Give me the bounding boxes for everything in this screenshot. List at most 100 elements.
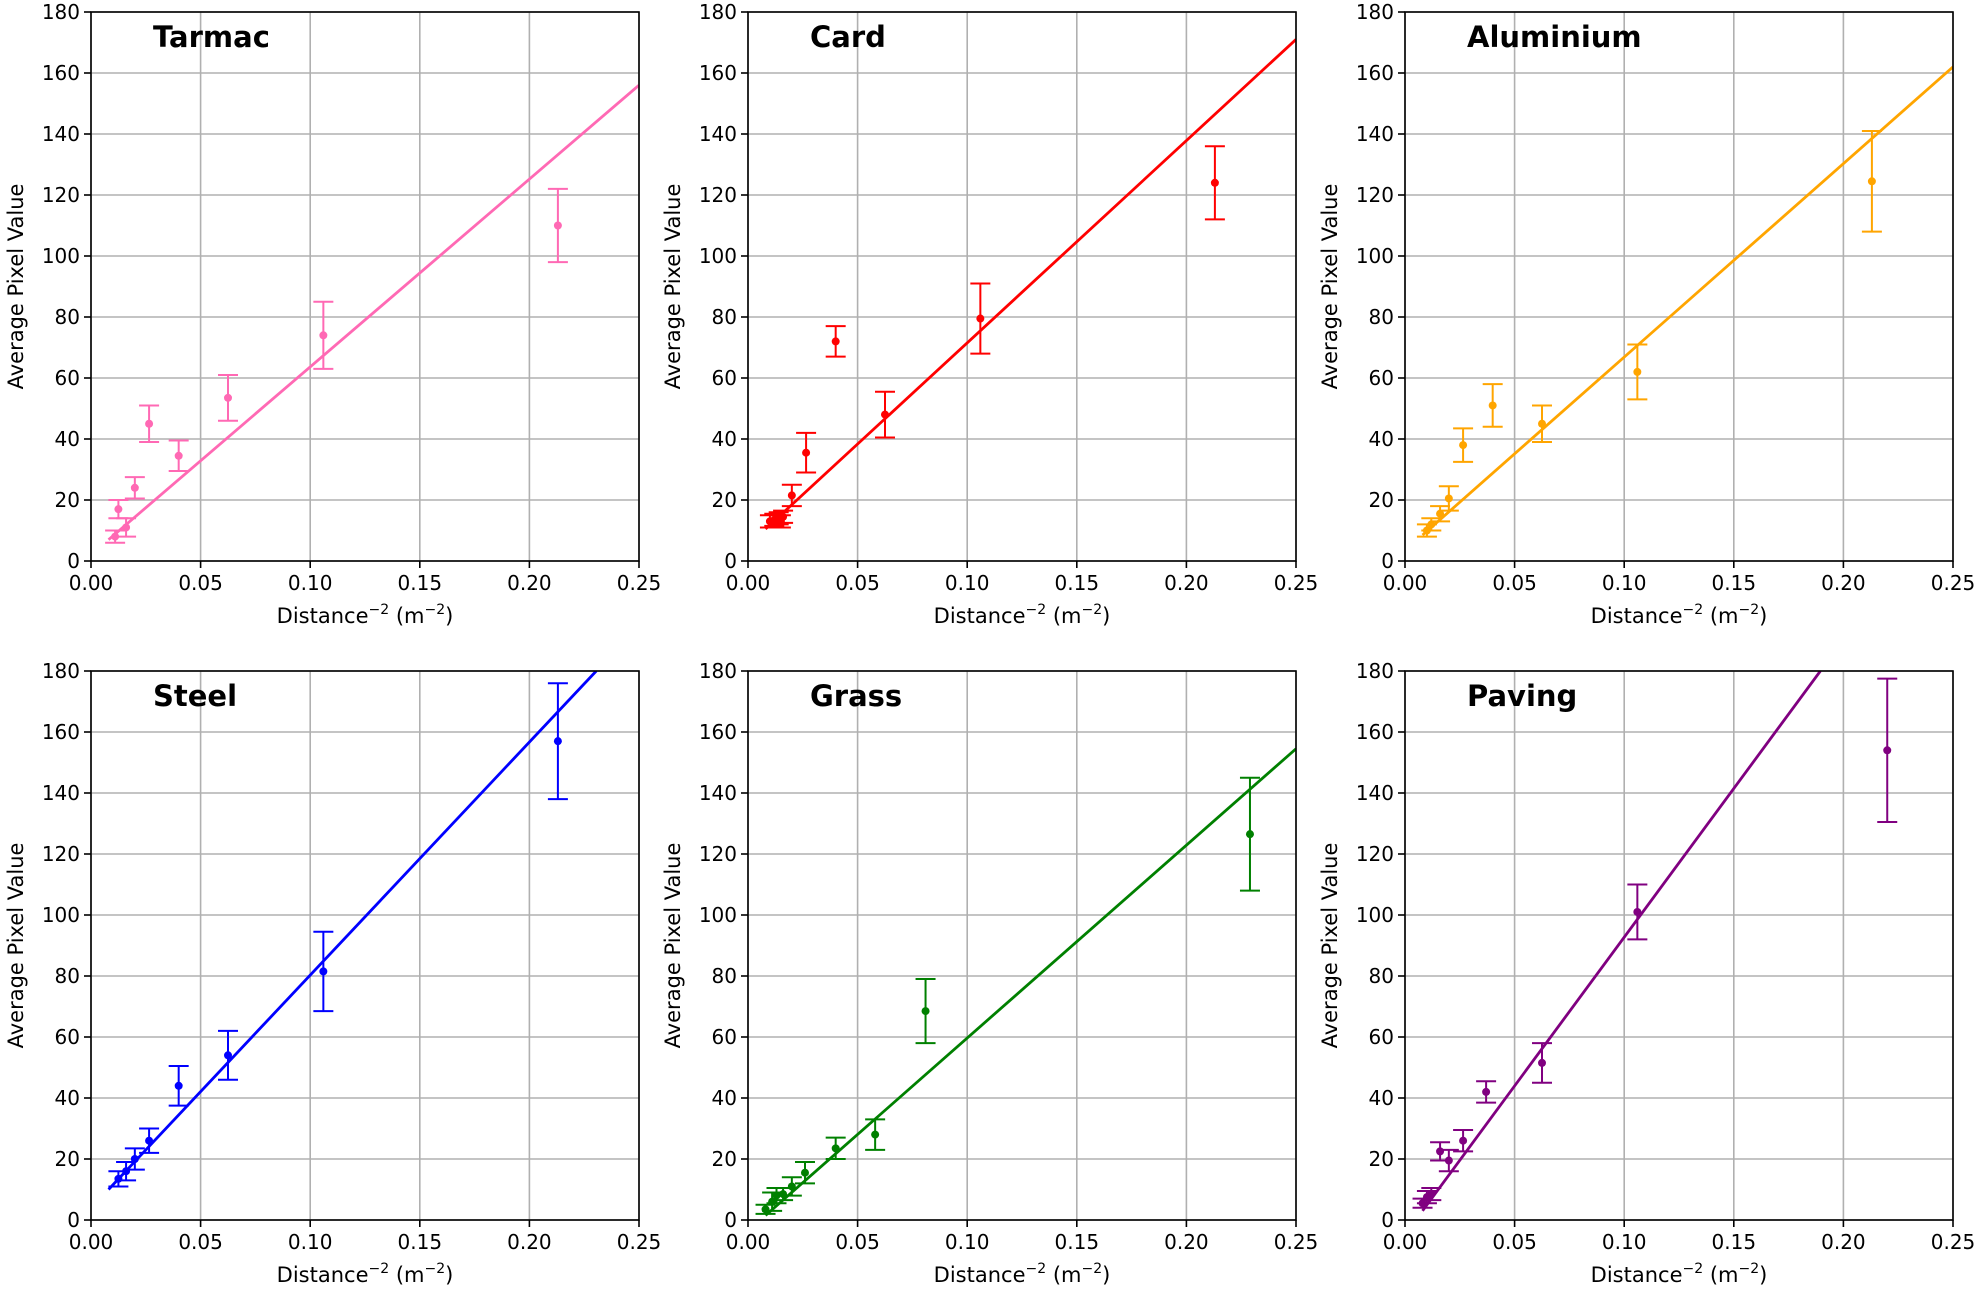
axes-frame xyxy=(90,11,640,562)
x-tick-label: 0.20 xyxy=(1821,571,1866,595)
x-tick-label: 0.10 xyxy=(1602,1230,1647,1254)
data-point xyxy=(1245,830,1254,839)
x-axis-label-text: (m xyxy=(1703,604,1738,628)
x-tick-label: 0.15 xyxy=(1712,571,1757,595)
x-tick-label: 0.25 xyxy=(1274,1230,1319,1254)
data-point xyxy=(1883,746,1892,755)
y-tick-label: 160 xyxy=(699,61,737,85)
y-tick-label: 60 xyxy=(1369,1025,1394,1049)
data-point xyxy=(1436,509,1445,518)
data-point xyxy=(114,1174,123,1183)
x-axis-label-text: ) xyxy=(1102,1263,1110,1287)
y-tick-label: 140 xyxy=(42,122,80,146)
x-axis-label-text: (m xyxy=(389,1263,424,1287)
y-tick-label: 0 xyxy=(724,549,737,573)
x-axis-label-superscript: −2 xyxy=(424,602,445,618)
x-tick-label: 0.15 xyxy=(1055,571,1100,595)
x-tick-label: 0.10 xyxy=(288,571,333,595)
y-tick-label: 160 xyxy=(1356,61,1394,85)
data-point xyxy=(779,512,788,521)
x-axis-label-text: Distance xyxy=(1591,604,1683,628)
x-tick-label: 0.10 xyxy=(288,1230,333,1254)
y-tick-label: 20 xyxy=(1369,1147,1394,1171)
x-tick-label: 0.10 xyxy=(1602,571,1647,595)
y-tick-label: 60 xyxy=(1369,366,1394,390)
x-tick-label: 0.05 xyxy=(835,1230,880,1254)
fit-line xyxy=(764,747,1296,1217)
panel-card: 0.00 0.05 0.10 0.15 0.20 0.25 0 20 40 60 80 100 120 1… xyxy=(661,0,1318,628)
x-axis-label-text: Distance xyxy=(277,1263,369,1287)
y-tick-label: 180 xyxy=(699,659,737,683)
y-tick-label: 140 xyxy=(1356,781,1394,805)
data-point xyxy=(1459,441,1468,450)
x-tick-label: 0.00 xyxy=(726,571,771,595)
data-layer xyxy=(107,671,598,1191)
data-point xyxy=(1459,1136,1468,1145)
data-point xyxy=(787,1182,796,1191)
y-tick-label: 180 xyxy=(1356,0,1394,24)
y-tick-label: 120 xyxy=(699,842,737,866)
y-tick-label: 140 xyxy=(1356,122,1394,146)
y-tick-label: 80 xyxy=(712,305,737,329)
x-tick-label: 0.15 xyxy=(398,1230,443,1254)
y-tick-label: 140 xyxy=(42,781,80,805)
y-tick-label: 180 xyxy=(699,0,737,24)
x-axis-label-superscript: −2 xyxy=(1738,1261,1759,1277)
y-tick-label: 0 xyxy=(67,549,80,573)
x-axis-label: Distance−2 (m−2) xyxy=(277,1261,454,1287)
data-point xyxy=(831,1144,840,1153)
y-tick-label: 100 xyxy=(42,903,80,927)
data-point xyxy=(1427,520,1436,529)
data-point xyxy=(553,221,562,230)
data-point xyxy=(145,1136,154,1145)
y-tick-label: 80 xyxy=(712,964,737,988)
data-point xyxy=(1427,1190,1436,1199)
y-tick-label: 120 xyxy=(42,842,80,866)
data-point xyxy=(553,737,562,746)
data-point xyxy=(122,1167,131,1176)
x-axis-label-text: (m xyxy=(1046,1263,1081,1287)
y-tick-label: 20 xyxy=(1369,488,1394,512)
panel-tarmac: 0.00 0.05 0.10 0.15 0.20 0.25 0 20 40 60 80 100 120 1… xyxy=(4,0,661,628)
x-axis-label-superscript: −2 xyxy=(1081,602,1102,618)
y-tick-label: 160 xyxy=(699,720,737,744)
x-axis-label-text: Distance xyxy=(277,604,369,628)
y-tick-label: 120 xyxy=(42,183,80,207)
y-tick-label: 140 xyxy=(699,122,737,146)
fit-line xyxy=(1421,671,1822,1212)
data-point xyxy=(1444,494,1453,503)
panel-paving: 0.00 0.05 0.10 0.15 0.20 0.25 0 20 40 60 80 100 120 1… xyxy=(1318,659,1975,1287)
x-axis-label: Distance−2 (m−2) xyxy=(934,1261,1111,1287)
data-layer xyxy=(1412,671,1898,1212)
data-point xyxy=(1444,1156,1453,1165)
data-point xyxy=(1436,1147,1445,1156)
data-point xyxy=(1867,177,1876,186)
panel-title: Grass xyxy=(810,679,902,713)
y-tick-label: 20 xyxy=(712,1147,737,1171)
data-point xyxy=(114,505,123,514)
x-tick-label: 0.05 xyxy=(1492,571,1537,595)
x-axis-label-superscript: −2 xyxy=(1738,602,1759,618)
x-axis-label-text: Distance xyxy=(934,1263,1026,1287)
y-tick-label: 40 xyxy=(55,1086,80,1110)
data-point xyxy=(831,337,840,346)
x-axis-label-superscript: −2 xyxy=(424,1261,445,1277)
y-tick-label: 160 xyxy=(42,720,80,744)
data-layer xyxy=(105,84,639,544)
x-tick-label: 0.15 xyxy=(1055,1230,1100,1254)
data-point xyxy=(224,393,232,402)
panel-title: Tarmac xyxy=(153,20,270,54)
data-point xyxy=(881,410,889,419)
x-tick-label: 0.00 xyxy=(726,1230,771,1254)
x-tick-label: 0.25 xyxy=(1931,571,1976,595)
x-axis-label: Distance−2 (m−2) xyxy=(934,602,1111,628)
y-tick-label: 180 xyxy=(42,0,80,24)
x-axis-label-text: ) xyxy=(1759,1263,1767,1287)
panel-steel: 0.00 0.05 0.10 0.15 0.20 0.25 0 20 40 60 80 100 120 1… xyxy=(4,659,661,1287)
y-tick-label: 120 xyxy=(1356,183,1394,207)
x-tick-label: 0.00 xyxy=(1383,1230,1428,1254)
panel-title: Steel xyxy=(153,679,237,713)
y-tick-label: 0 xyxy=(1381,549,1394,573)
data-point xyxy=(174,451,183,460)
data-point xyxy=(130,1155,139,1163)
